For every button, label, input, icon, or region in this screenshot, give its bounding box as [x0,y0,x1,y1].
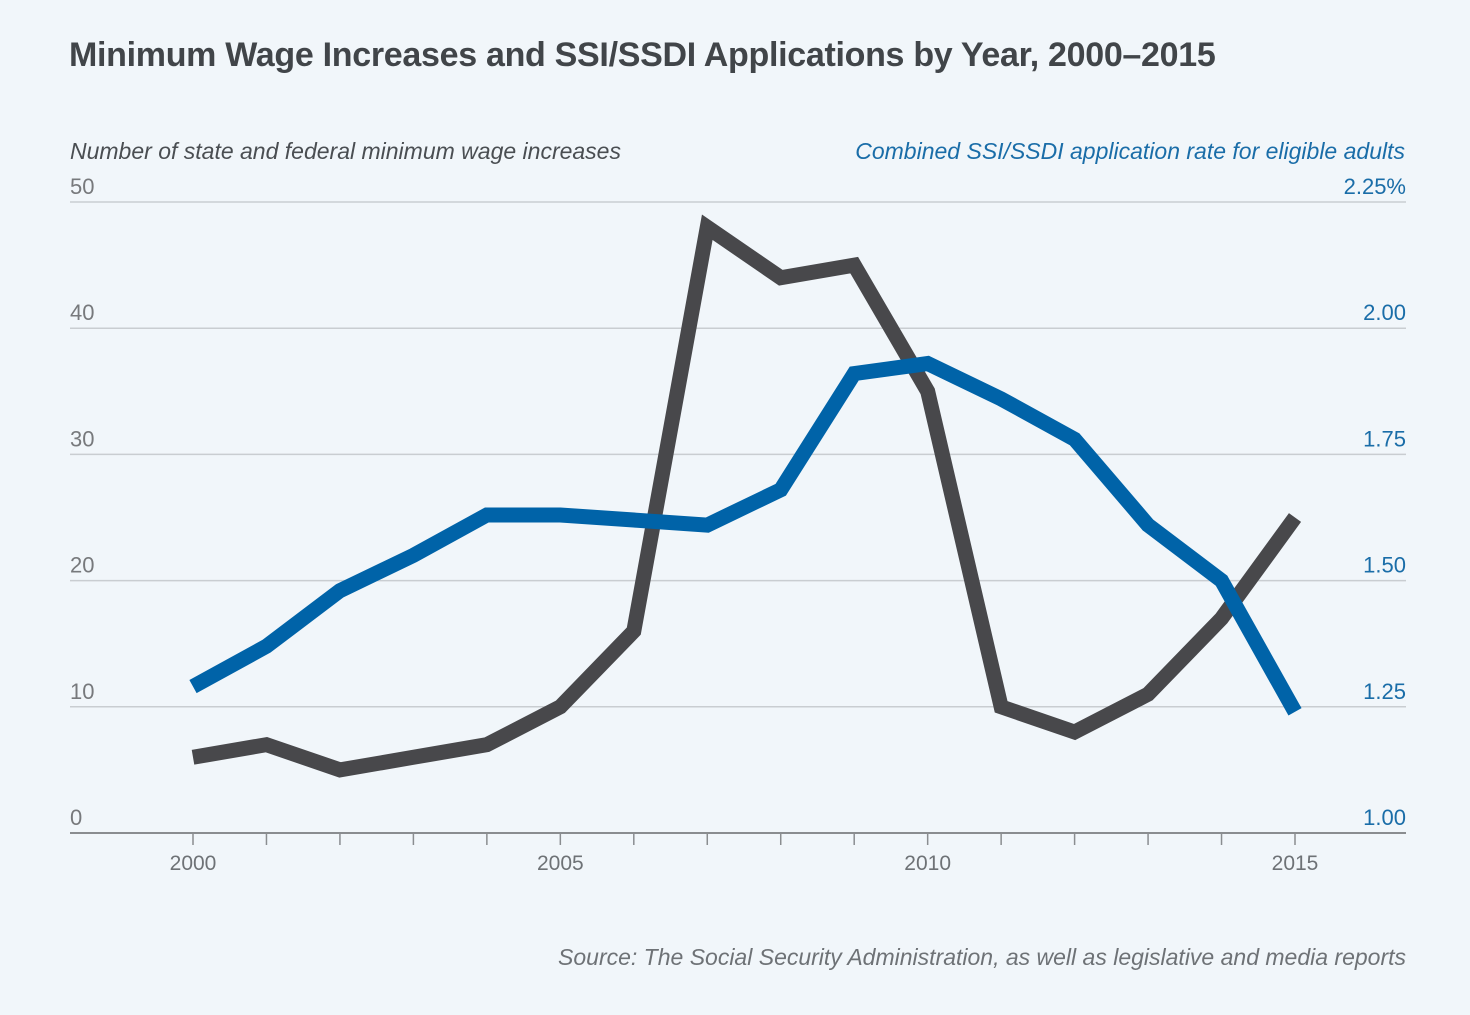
chart-title: Minimum Wage Increases and SSI/SSDI Appl… [69,36,1216,74]
right-y-tick-label: 1.75 [1363,426,1406,451]
left-y-tick-label: 10 [70,679,94,704]
application-rate-line [189,355,1302,716]
x-tick-label: 2005 [537,852,584,875]
right-y-tick-label: 1.00 [1363,805,1406,830]
left-y-tick-label: 20 [70,553,94,578]
min-wage-increases-line [191,214,1302,778]
right-y-tick-label: 2.00 [1363,300,1406,325]
x-axis [70,832,1406,845]
source-note: Source: The Social Security Administrati… [558,944,1406,970]
x-tick-label: 2000 [170,852,217,875]
right-y-tick-label: 1.50 [1363,553,1406,578]
right-y-tick-label: 2.25% [1344,174,1406,199]
x-tick-label: 2010 [904,852,951,875]
right-y-tick-label: 1.25 [1363,679,1406,704]
left-axis-title: Number of state and federal minimum wage… [70,138,621,164]
left-y-tick-label: 30 [70,426,94,451]
right-axis-title: Combined SSI/SSDI application rate for e… [855,138,1405,164]
series-lines [189,214,1302,778]
left-y-tick-label: 50 [70,174,94,199]
gridlines [70,201,1406,708]
left-y-tick-label: 40 [70,300,94,325]
x-tick-label: 2015 [1272,852,1319,875]
tick-labels: 0 10 20 30 40 50 1.00 1.25 1.50 1.75 2.00 2.25% 2000… [70,174,1406,875]
left-y-tick-label: 0 [70,805,82,830]
